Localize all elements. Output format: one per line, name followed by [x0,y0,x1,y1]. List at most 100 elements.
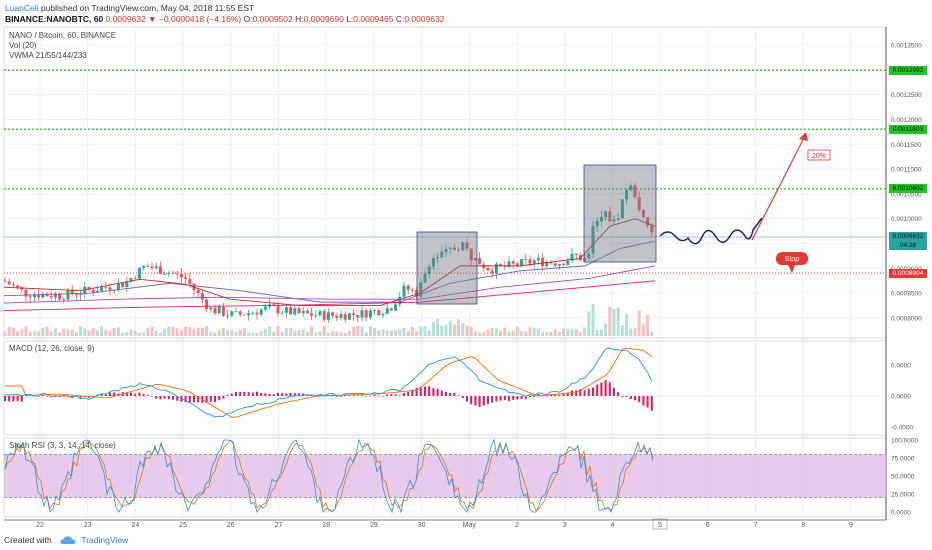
tradingview-brand-link[interactable]: TradingView [81,535,129,545]
macd-histogram-bar [646,396,649,408]
candle-body [100,287,104,292]
macd-histogram-bar [457,395,460,396]
macd-legend[interactable]: MACD (12, 26, close, 9) [9,344,95,353]
volume-bar [616,307,620,336]
volume-bar [95,330,99,336]
price-change: −0.0000418 (−4.16%) [158,14,242,24]
highlight-box-left [416,231,478,305]
macd-histogram-bar [373,395,376,396]
volume-bar [578,332,582,336]
candle-body [184,277,188,280]
price-tick-label: 0.0013500 [891,43,922,50]
target-arrow-line [751,133,807,241]
macd-histogram-bar [524,396,527,400]
time-tick-label: 4 [610,522,614,529]
volume-bar [28,331,32,336]
macd-histogram-bar [188,396,191,403]
macd-histogram-bar [125,392,128,396]
candle-body [154,266,158,269]
macd-histogram-bar [281,393,284,396]
candle-body [188,279,192,284]
macd-histogram-bar [407,391,410,396]
macd-histogram-bar [209,396,212,402]
candle-body [24,289,28,297]
time-tick-label: 22 [36,522,44,529]
candle-body [11,284,15,286]
volume-bar [163,328,167,336]
main-legend: NANO / Bitcoin, 60, BINANCE Vol (20) VWM… [9,31,116,61]
volume-bar [478,332,482,336]
price-tag: 0.0009632 [889,232,927,242]
volume-bar [7,326,11,336]
stoch-legend[interactable]: Stoch RSI (3, 3, 14, 14, close) [9,441,116,450]
volume-bar [32,331,36,336]
volume-bar [570,329,574,336]
macd-histogram-bar [58,396,61,398]
volume-bar [410,326,414,336]
volume-bar [289,328,293,336]
macd-histogram-bar [604,380,607,396]
vwma-legend[interactable]: VWMA 21/55/144/233 [9,51,87,60]
footer: Created with TradingView [4,535,128,545]
volume-legend[interactable]: Vol (20) [9,41,37,50]
candle-body [625,190,629,200]
candle-body [356,315,360,318]
candle-body [566,260,570,266]
volume-bar [339,332,343,336]
volume-bar [121,332,125,336]
volume-bar [599,329,603,336]
candle-body [545,261,549,266]
macd-histogram-bar [226,395,229,396]
last-price: 0.0009632 [105,14,146,24]
volume-bar [251,332,255,336]
candle-body [297,308,301,314]
candle-body [616,217,620,220]
volume-bar [473,331,477,336]
macd-histogram-bar [176,396,179,401]
volume-bar [402,327,406,336]
macd-histogram-bar [155,396,158,399]
candle-body [394,304,398,311]
macd-histogram-bar [71,396,74,398]
macd-histogram-bar [650,396,653,411]
price-tag: 0.0011803 [889,124,927,134]
candle-body [461,242,465,251]
volume-bar [83,328,87,336]
candle-body [58,294,62,300]
macd-histogram-bar [62,396,65,397]
candle-body [457,249,461,251]
volume-bar [45,326,49,336]
stop-pointer-icon [788,265,795,273]
volume-bar [268,326,272,336]
macd-histogram-bar [184,396,187,403]
candle-body [163,273,167,275]
macd-histogram-bar [566,392,569,396]
volume-bar [158,332,162,336]
volume-bar [87,330,91,336]
volume-bar [566,328,570,336]
macd-histogram-bar [4,396,6,402]
volume-bar [221,327,225,336]
volume-bar [238,329,242,336]
candle-body [431,258,435,267]
macd-histogram-bar [46,395,48,397]
macd-histogram-bar [92,396,95,397]
volume-bar [301,329,305,336]
candle-body [49,296,53,298]
price-tag: 0.0010602 [889,184,927,194]
candle-body [473,258,477,261]
author-link[interactable]: LuanCeli [5,3,39,13]
volume-bar [452,324,456,336]
volume-bar [641,323,645,336]
macd-histogram-bar [390,394,393,396]
volume-bar [574,329,578,336]
volume-bar [343,332,347,336]
candle-body [66,289,70,300]
macd-tick-label: -0.0000 [891,425,913,432]
time-tick-label: 3 [563,522,567,529]
macd-histogram-bar [529,396,531,397]
volume-bar [70,329,74,336]
candle-body [137,267,141,279]
volume-bar [583,327,587,336]
